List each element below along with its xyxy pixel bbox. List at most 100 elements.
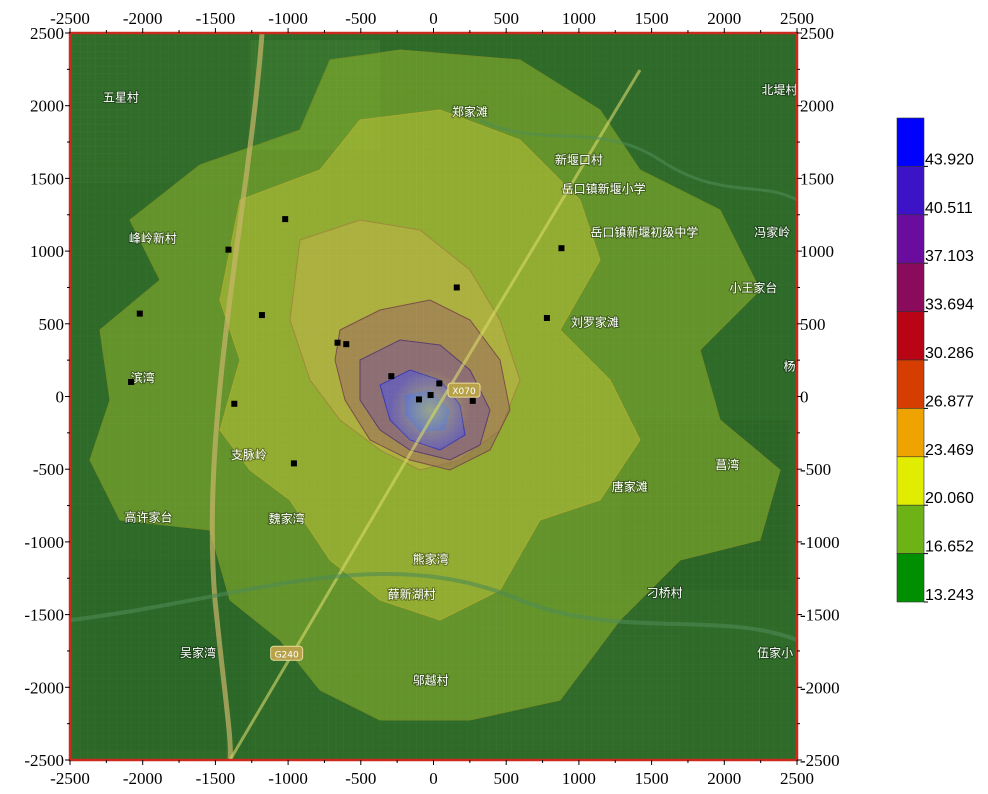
source-marker bbox=[136, 310, 143, 317]
y-tick-label-right: 0 bbox=[800, 388, 809, 407]
y-tick-label-left: 1500 bbox=[30, 169, 64, 188]
source-marker bbox=[543, 314, 550, 321]
y-tick-label-left: 2000 bbox=[30, 97, 64, 116]
source-marker bbox=[436, 380, 443, 387]
y-tick-label-right: 2500 bbox=[800, 24, 834, 43]
x-tick-label-bottom: 2000 bbox=[707, 769, 741, 788]
place-label: 小王家台 bbox=[729, 280, 777, 295]
legend-swatch bbox=[896, 166, 925, 216]
place-label: 五星村 bbox=[103, 90, 139, 104]
y-tick-label-left: 1000 bbox=[30, 242, 64, 261]
source-marker bbox=[225, 246, 232, 253]
x-tick-label-top: 1500 bbox=[635, 9, 669, 28]
legend-label: 37.103 bbox=[925, 248, 974, 265]
road-labels: G240 X070 bbox=[270, 382, 481, 661]
source-markers bbox=[128, 216, 565, 467]
y-tick-label-left: 0 bbox=[56, 388, 65, 407]
x-tick-label-top: -1500 bbox=[196, 9, 236, 28]
legend-label: 20.060 bbox=[925, 490, 974, 507]
source-marker bbox=[334, 339, 341, 346]
source-marker bbox=[469, 397, 476, 404]
x-tick-label-bottom: 0 bbox=[429, 769, 438, 788]
y-tick-label-left: -2500 bbox=[24, 751, 64, 770]
source-marker bbox=[282, 216, 289, 223]
x-tick-label-bottom: -1500 bbox=[196, 769, 236, 788]
axes: -2500-2500-2000-2000-1500-1500-1000-1000… bbox=[24, 9, 839, 788]
y-tick-label-left: 2500 bbox=[30, 24, 64, 43]
place-label: 魏家湾 bbox=[269, 511, 305, 526]
source-marker bbox=[290, 460, 297, 467]
place-label: 北堤村 bbox=[762, 83, 798, 97]
x-tick-label-top: 2000 bbox=[707, 9, 741, 28]
source-marker bbox=[128, 378, 135, 385]
place-label: 伍家小 bbox=[757, 645, 793, 660]
place-label: 新堰口村 bbox=[555, 152, 603, 167]
place-label: 菖湾 bbox=[715, 457, 739, 472]
place-label: 高许家台 bbox=[125, 510, 173, 525]
place-label: 刘罗家滩 bbox=[571, 315, 619, 330]
place-label: 岳口镇新堰小学 bbox=[562, 181, 646, 196]
x-tick-label-top: 2500 bbox=[780, 9, 814, 28]
y-tick-label-right: 1000 bbox=[800, 242, 834, 261]
x-tick-label-bottom: -1000 bbox=[268, 769, 308, 788]
legend-label: 23.469 bbox=[925, 442, 974, 459]
y-tick-label-right: -500 bbox=[800, 460, 831, 479]
y-tick-label-right: 2000 bbox=[800, 97, 834, 116]
place-label: 薛新湖村 bbox=[388, 587, 436, 602]
y-tick-label-right: -2500 bbox=[800, 751, 840, 770]
legend-swatch bbox=[896, 504, 925, 554]
source-marker bbox=[231, 400, 238, 407]
source-marker bbox=[415, 396, 422, 403]
legend-swatch bbox=[896, 456, 925, 506]
y-tick-label-right: 500 bbox=[800, 315, 826, 334]
y-tick-label-left: -1500 bbox=[24, 606, 64, 625]
source-marker bbox=[388, 373, 395, 380]
x-tick-label-top: 0 bbox=[429, 9, 438, 28]
legend-label: 30.286 bbox=[925, 345, 974, 362]
source-marker bbox=[453, 284, 460, 291]
legend-label: 43.920 bbox=[925, 151, 974, 168]
source-marker bbox=[558, 245, 565, 252]
x-tick-label-top: -500 bbox=[345, 9, 376, 28]
legend-label: 40.511 bbox=[925, 200, 973, 217]
source-marker bbox=[258, 312, 265, 319]
legend-swatch bbox=[896, 553, 925, 603]
x-tick-label-bottom: -2000 bbox=[123, 769, 163, 788]
place-label: 熊家湾 bbox=[413, 552, 449, 567]
legend-swatch bbox=[896, 359, 925, 409]
legend-swatch bbox=[896, 311, 925, 361]
place-label: 峰岭新村 bbox=[129, 230, 177, 245]
x-tick-label-bottom: 2500 bbox=[780, 769, 814, 788]
x-tick-label-bottom: 1000 bbox=[562, 769, 596, 788]
x-tick-label-top: -2500 bbox=[50, 9, 90, 28]
x-tick-label-bottom: -500 bbox=[345, 769, 376, 788]
source-marker bbox=[427, 392, 434, 399]
legend-swatch bbox=[896, 117, 925, 167]
legend-swatch bbox=[896, 262, 925, 312]
x-tick-label-top: -1000 bbox=[268, 9, 308, 28]
place-label: 杨李 bbox=[784, 358, 808, 373]
place-label: 支脉岭 bbox=[231, 447, 267, 462]
y-tick-label-right: -1500 bbox=[800, 606, 840, 625]
y-tick-label-left: -500 bbox=[33, 460, 64, 479]
y-tick-label-left: -2000 bbox=[24, 678, 64, 697]
x-tick-label-bottom: 500 bbox=[493, 769, 519, 788]
place-label: 唐家滩 bbox=[612, 479, 648, 494]
place-label: 郑家滩 bbox=[452, 104, 488, 119]
y-tick-label-right: -1000 bbox=[800, 533, 840, 552]
x-tick-label-top: 1000 bbox=[562, 9, 596, 28]
road-label: X070 bbox=[452, 387, 476, 397]
y-tick-label-left: -1000 bbox=[24, 533, 64, 552]
road-shield bbox=[447, 382, 481, 398]
place-label: 冯家岭 bbox=[754, 225, 790, 240]
x-tick-label-bottom: 1500 bbox=[635, 769, 669, 788]
place-label: 邬越村 bbox=[413, 672, 449, 687]
y-tick-label-right: 1500 bbox=[800, 169, 834, 188]
legend-label: 33.694 bbox=[925, 297, 974, 314]
x-tick-label-bottom: -2500 bbox=[50, 769, 90, 788]
legend-label: 26.877 bbox=[925, 393, 974, 410]
road-label: G240 bbox=[275, 650, 299, 660]
place-label: 滨湾 bbox=[131, 370, 155, 385]
